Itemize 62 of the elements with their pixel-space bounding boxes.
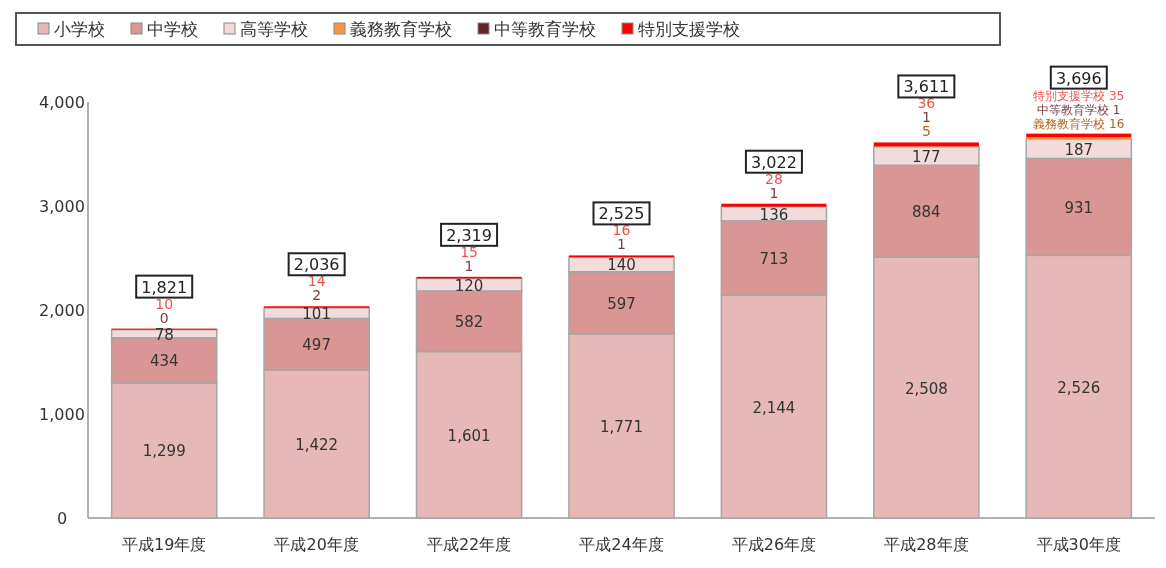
data-label: 713 [759, 249, 789, 268]
data-label: 10 [155, 295, 174, 312]
data-label: 78 [154, 325, 174, 344]
data-label: 101 [302, 305, 331, 324]
x-tick-label: 平成19年度 [122, 535, 207, 554]
total-label: 3,696 [1055, 68, 1102, 88]
data-label: 1 [617, 236, 626, 253]
data-label: 187 [1064, 140, 1094, 159]
x-tick-label: 平成26年度 [731, 535, 817, 554]
data-label: 136 [759, 205, 789, 224]
text: 2,508 [904, 379, 948, 398]
legend-label: 高等学校 [240, 19, 308, 39]
text: 1,771 [600, 417, 643, 436]
x-tick-label: 平成30年度 [1036, 535, 1121, 554]
text: 1,422 [295, 436, 339, 455]
text: 2,144 [752, 398, 796, 417]
x-tick-label: 平成22年度 [426, 535, 512, 554]
x-tick-label: 平成20年度 [274, 535, 359, 554]
text: 2,526 [1057, 378, 1101, 397]
total-label: 2,036 [293, 255, 340, 275]
data-label: 1 [769, 184, 779, 201]
y-tick-label: 1,000 [39, 405, 85, 424]
data-label: 497 [302, 336, 331, 355]
data-label: 36 [917, 95, 936, 112]
legend-label: 中等教育学校 [494, 19, 596, 39]
data-label: 中等教育学校 1 [1037, 102, 1121, 117]
legend-label: 特別支援学校 [638, 19, 740, 39]
legend-label: 中学校 [147, 19, 198, 39]
data-label: 582 [454, 313, 484, 332]
data-label: 28 [765, 170, 783, 187]
data-label: 597 [607, 294, 636, 313]
data-label: 120 [454, 276, 484, 295]
data-label: 931 [1064, 198, 1094, 217]
x-tick-label: 平成24年度 [579, 535, 664, 554]
data-label: 177 [912, 148, 941, 167]
data-label: 14 [307, 273, 326, 290]
data-label: 1 [464, 257, 474, 274]
y-tick-label: 3,000 [39, 197, 85, 216]
data-label: 884 [912, 203, 941, 222]
y-tick-label: 4,000 [39, 93, 85, 112]
text: 1,299 [142, 442, 186, 461]
data-label: 2 [312, 287, 322, 304]
data-label: 16 [612, 222, 631, 239]
data-label: 5 [921, 123, 931, 140]
data-label: 特別支援学校 35 [1033, 88, 1125, 103]
data-label: 434 [149, 352, 179, 371]
data-label: 0 [159, 309, 169, 326]
data-label: 15 [460, 243, 478, 260]
total-label: 1,821 [141, 277, 188, 297]
x-tick-label: 平成28年度 [884, 535, 969, 554]
data-label: 義務教育学校 16 [1033, 116, 1125, 131]
total-label: 2,319 [446, 225, 492, 245]
text: 1,601 [447, 426, 491, 445]
legend-label: 義務教育学校 [350, 19, 452, 39]
legend-label: 小学校 [54, 19, 105, 39]
y-tick-label: 2,000 [39, 301, 85, 320]
total-label: 2,525 [598, 204, 645, 224]
y-tick-label: 0 [56, 509, 68, 528]
total-label: 3,611 [903, 77, 950, 97]
data-label: 1 [921, 109, 931, 126]
data-label: 140 [607, 256, 636, 275]
total-label: 3,022 [751, 152, 797, 172]
